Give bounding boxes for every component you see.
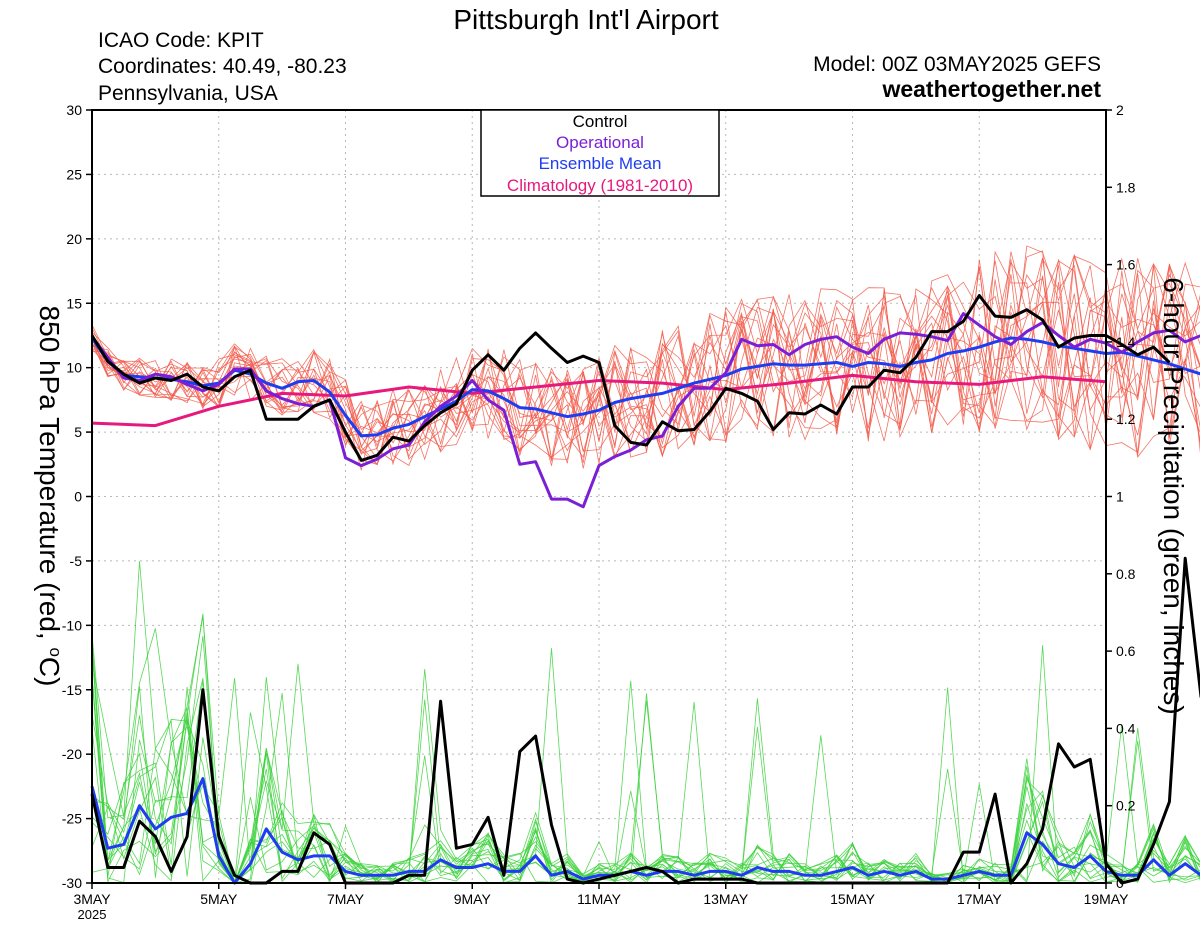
x-axis: 3MAY 5MAY 7MAY 9MAY 11MAY 13MAY 15MAY 17MAY 19MA… <box>73 883 1129 907</box>
x-tick-label: 7MAY <box>327 891 365 907</box>
y-tick-label: 25 <box>66 166 82 182</box>
y-tick-label: 10 <box>66 360 82 376</box>
coordinates: Coordinates: 40.49, -80.23 <box>98 55 347 78</box>
precip-member-line <box>91 693 1200 885</box>
y2-tick-label: 0.4 <box>1116 720 1136 736</box>
y-axis-label-main: 850 hPa Temperature (red, <box>34 306 65 648</box>
y-tick-label: 0 <box>74 489 82 505</box>
site-name[interactable]: weathertogether.net <box>881 76 1101 102</box>
legend: Control Operational Ensemble Mean Climat… <box>480 109 720 197</box>
x-tick-label: 3MAY <box>73 891 111 907</box>
right-axis: 2 1.8 1.6 1.4 1.2 1 0.8 0.6 0.4 0.2 0 <box>1106 102 1136 891</box>
y2-tick-label: 0 <box>1116 875 1124 891</box>
temp-member-line <box>91 274 1200 455</box>
precip-member-line <box>91 718 1200 884</box>
y2-tick-label: 2 <box>1116 102 1124 118</box>
temp-member-line <box>91 259 1200 457</box>
ensemble-mean-temp-line <box>90 336 1200 438</box>
control-precip-line <box>90 556 1200 885</box>
y2-tick-label: 1.8 <box>1116 179 1136 195</box>
control-temp-line <box>90 294 1171 462</box>
icao-code: ICAO Code: KPIT <box>98 29 264 52</box>
y-tick-label: -5 <box>70 553 83 569</box>
y2-tick-label: 0.2 <box>1116 798 1136 814</box>
temp-member-line <box>91 281 1200 465</box>
y-axis-label-degree: o <box>46 647 65 656</box>
legend-box <box>480 109 720 197</box>
x-tick-label: 9MAY <box>454 891 492 907</box>
series-lines <box>90 294 1200 885</box>
region: Pennsylvania, USA <box>98 82 278 105</box>
y2-tick-label: 1.2 <box>1116 411 1136 427</box>
legend-climatology: Climatology (1981-2010) <box>507 176 693 195</box>
temp-member-line <box>91 257 1200 466</box>
y2-tick-label: 1 <box>1116 489 1124 505</box>
y2-axis-label: 6-hour Precipitation (green, inches) <box>1158 277 1189 714</box>
left-axis: 30 25 20 15 10 5 0 -5 -10 -15 -20 -25 -30 <box>62 102 92 891</box>
y2-tick-label: 1.6 <box>1116 257 1136 273</box>
legend-control: Control <box>573 112 628 131</box>
y-axis-label: 850 hPa Temperature (red, oC) <box>34 306 65 687</box>
ensemble-mean-precip-line <box>90 777 1200 885</box>
model-run: Model: 00Z 03MAY2025 GEFS <box>813 53 1101 76</box>
y-tick-label: 30 <box>66 102 82 118</box>
x-tick-label: 13MAY <box>703 891 749 907</box>
y-axis-label-unit: C) <box>34 657 65 687</box>
y2-tick-label: 0.6 <box>1116 643 1136 659</box>
y-tick-label: -15 <box>62 682 82 698</box>
x-tick-label: 11MAY <box>577 891 621 907</box>
y-tick-label: 5 <box>74 424 82 440</box>
precip-member-line <box>91 633 1200 884</box>
y-tick-label: -20 <box>62 746 82 762</box>
legend-operational: Operational <box>556 133 644 152</box>
grid-lines <box>92 110 1106 883</box>
y-tick-label: -10 <box>62 617 82 633</box>
precip-ensemble-members <box>91 561 1200 885</box>
temp-member-line <box>91 250 1200 458</box>
climatology-1981-2010-temp-line <box>91 373 1107 428</box>
y-tick-label: -25 <box>62 811 82 827</box>
precip-member-line <box>91 613 1200 885</box>
y2-tick-label: 0.8 <box>1116 566 1136 582</box>
x-year-label: 2025 <box>78 907 107 922</box>
operational-temp-line <box>90 312 1200 509</box>
x-tick-label: 19MAY <box>1084 891 1130 907</box>
temp-ensemble-members <box>91 245 1200 471</box>
y-tick-label: 15 <box>66 295 82 311</box>
y-tick-label: 20 <box>66 231 82 247</box>
x-tick-label: 5MAY <box>200 891 238 907</box>
temp-member-line <box>91 245 1200 453</box>
x-tick-label: 17MAY <box>957 891 1003 907</box>
x-tick-label: 15MAY <box>830 891 876 907</box>
legend-ensemble-mean: Ensemble Mean <box>539 154 662 173</box>
chart-title: Pittsburgh Int'l Airport <box>453 4 718 35</box>
y-tick-label: -30 <box>62 875 82 891</box>
precip-member-line <box>91 635 1200 885</box>
y2-tick-label: 1.4 <box>1116 334 1136 350</box>
